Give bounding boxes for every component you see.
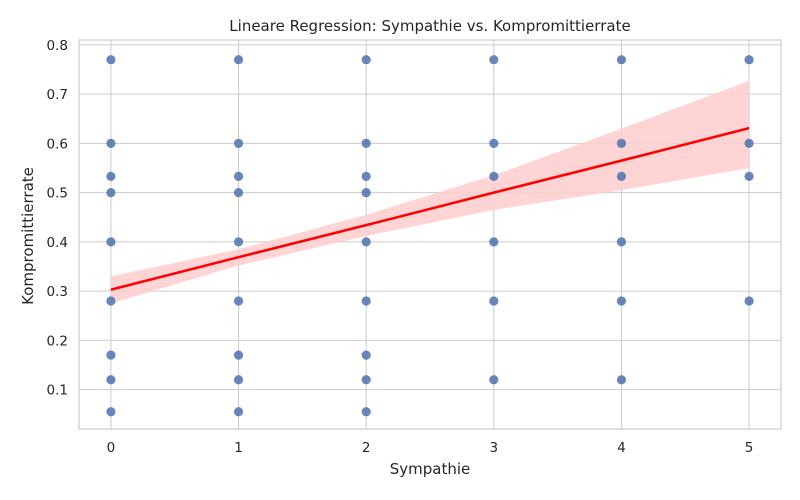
data-point bbox=[744, 138, 754, 149]
chart-title: Lineare Regression: Sympathie vs. Kompro… bbox=[229, 17, 630, 35]
y-tick-label: 0.7 bbox=[47, 87, 68, 103]
data-point bbox=[233, 55, 244, 65]
data-point bbox=[233, 237, 244, 247]
data-point bbox=[744, 55, 754, 65]
data-point bbox=[489, 171, 499, 181]
data-point bbox=[361, 237, 371, 247]
data-point bbox=[361, 407, 371, 417]
data-point bbox=[361, 375, 371, 385]
data-point bbox=[616, 138, 627, 149]
data-point bbox=[489, 375, 499, 385]
data-point bbox=[233, 296, 244, 306]
data-point bbox=[106, 55, 116, 65]
x-tick-label: 5 bbox=[745, 440, 754, 456]
data-point bbox=[361, 138, 371, 149]
data-point bbox=[106, 171, 116, 181]
data-point bbox=[361, 188, 371, 198]
y-tick-label: 0.4 bbox=[47, 235, 68, 251]
data-point bbox=[489, 138, 499, 149]
data-point bbox=[616, 296, 627, 306]
data-point bbox=[489, 237, 499, 247]
data-point bbox=[106, 407, 116, 417]
data-point bbox=[106, 237, 116, 247]
data-point bbox=[233, 350, 244, 360]
data-point bbox=[616, 55, 627, 65]
regression-line-layer bbox=[110, 126, 750, 291]
data-point bbox=[361, 171, 371, 181]
data-point bbox=[233, 375, 244, 385]
data-point bbox=[361, 350, 371, 360]
y-tick-label: 0.1 bbox=[47, 383, 68, 399]
y-axis-label: Kompromittierrate bbox=[19, 167, 37, 305]
data-point bbox=[106, 188, 116, 198]
data-point bbox=[489, 55, 499, 65]
data-point bbox=[106, 350, 116, 360]
data-point bbox=[489, 296, 499, 306]
data-point bbox=[744, 171, 754, 181]
plot-frame bbox=[78, 39, 782, 430]
confidence-band-layer bbox=[110, 80, 750, 304]
data-point bbox=[616, 375, 627, 385]
x-tick-label: 4 bbox=[617, 440, 626, 456]
x-axis-label: Sympathie bbox=[390, 460, 471, 478]
data-point bbox=[106, 296, 116, 306]
data-point bbox=[106, 375, 116, 385]
data-point bbox=[361, 296, 371, 306]
data-point bbox=[616, 237, 627, 247]
data-point bbox=[361, 55, 371, 65]
y-tick-label: 0.8 bbox=[47, 38, 68, 54]
x-tick-label: 0 bbox=[107, 440, 116, 456]
x-tick-label: 3 bbox=[490, 440, 499, 456]
y-tick-label: 0.2 bbox=[47, 333, 68, 349]
data-point bbox=[233, 407, 244, 417]
regression-line bbox=[110, 126, 750, 291]
data-point bbox=[616, 171, 627, 181]
y-tick-label: 0.5 bbox=[47, 186, 68, 202]
tick-labels: 0 1 2 3 4 5 0.1 0.2 0.3 0.4 0.5 0.6 0.7 0.8 bbox=[47, 38, 754, 456]
axes-frame bbox=[78, 39, 782, 430]
data-point bbox=[233, 188, 244, 198]
data-point bbox=[744, 296, 754, 306]
confidence-band bbox=[110, 80, 750, 304]
scatter-points bbox=[106, 55, 754, 417]
y-tick-label: 0.3 bbox=[47, 284, 68, 300]
data-point bbox=[233, 171, 244, 181]
y-tick-label: 0.6 bbox=[47, 136, 68, 152]
x-tick-label: 1 bbox=[234, 440, 243, 456]
data-point bbox=[106, 138, 116, 149]
data-point bbox=[233, 138, 244, 149]
x-tick-label: 2 bbox=[362, 440, 371, 456]
